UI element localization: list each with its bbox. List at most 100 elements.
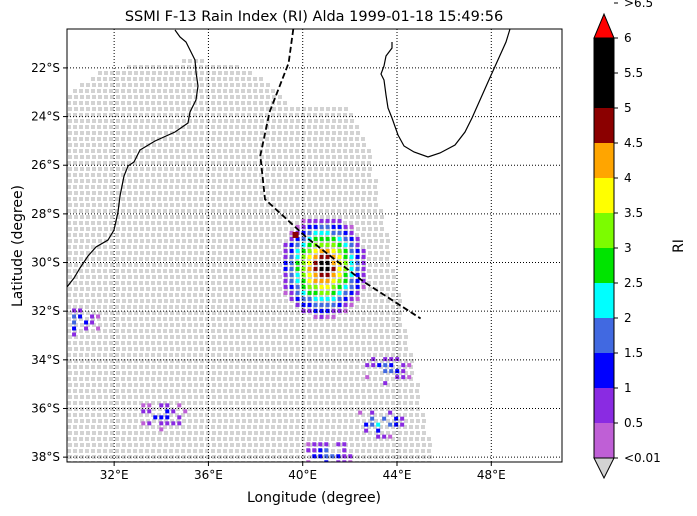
swath-pixel	[230, 131, 234, 135]
swath-pixel	[134, 359, 138, 363]
swath-pixel	[67, 449, 71, 453]
swath-pixel	[157, 365, 161, 369]
swath-pixel	[373, 245, 377, 249]
swath-pixel	[127, 377, 131, 381]
swath-pixel	[128, 299, 132, 303]
rain-pixel	[383, 363, 388, 368]
swath-pixel	[145, 197, 149, 201]
swath-pixel	[145, 233, 149, 237]
coastline	[67, 29, 511, 288]
swath-pixel	[350, 203, 354, 207]
swath-pixel	[223, 197, 227, 201]
swath-pixel	[121, 257, 125, 261]
swath-pixel	[242, 371, 246, 375]
swath-pixel	[109, 305, 113, 309]
swath-pixel	[86, 203, 90, 207]
swath-pixel	[104, 155, 108, 159]
rain-pixel	[337, 230, 342, 235]
swath-pixel	[229, 89, 233, 93]
swath-pixel	[301, 269, 305, 273]
swath-pixel	[170, 335, 174, 339]
rain-pixel-max	[292, 231, 299, 238]
swath-pixel	[97, 329, 101, 333]
swath-pixel	[325, 137, 329, 141]
swath-pixel	[241, 77, 245, 81]
swath-pixel	[344, 179, 348, 183]
swath-pixel	[110, 347, 114, 351]
swath-pixel	[290, 203, 294, 207]
swath-pixel	[176, 191, 180, 195]
swath-pixel	[91, 365, 95, 369]
rain-pixel	[342, 460, 347, 462]
swath-pixel	[182, 263, 186, 267]
swath-pixel	[80, 383, 84, 387]
swath-pixel	[74, 311, 78, 315]
swath-pixel	[272, 311, 276, 315]
swath-pixel	[385, 389, 389, 393]
swath-pixel	[361, 161, 365, 165]
swath-pixel	[223, 401, 227, 405]
x-tick-label: 44°E	[383, 468, 412, 482]
swath-pixel	[79, 293, 83, 297]
swath-pixel	[146, 335, 150, 339]
swath-pixel	[109, 245, 113, 249]
rain-pixel	[348, 454, 353, 459]
swath-pixel	[181, 437, 185, 441]
swath-pixel	[392, 335, 396, 339]
swath-pixel	[332, 431, 336, 435]
swath-pixel	[224, 131, 228, 135]
rain-pixel	[301, 284, 306, 289]
rain-pixel	[312, 448, 317, 453]
swath-pixel	[212, 167, 216, 171]
swath-pixel	[127, 449, 131, 453]
swath-pixel	[115, 245, 119, 249]
swath-pixel	[229, 305, 233, 309]
swath-pixel	[79, 221, 83, 225]
swath-pixel	[133, 305, 137, 309]
swath-pixel	[224, 359, 228, 363]
swath-pixel	[278, 251, 282, 255]
swath-pixel	[193, 293, 197, 297]
swath-pixel	[278, 179, 282, 183]
swath-pixel	[356, 407, 360, 411]
swath-pixel	[85, 173, 89, 177]
rain-pixel	[301, 248, 306, 253]
swath-pixel	[218, 83, 222, 87]
swath-pixel	[127, 101, 131, 105]
swath-pixel	[116, 371, 120, 375]
rain-pixel	[319, 236, 324, 241]
swath-pixel	[122, 263, 126, 267]
swath-pixel	[194, 167, 198, 171]
swath-pixel	[127, 341, 131, 345]
swath-pixel	[140, 359, 144, 363]
swath-pixel	[325, 437, 329, 441]
swath-pixel	[103, 401, 107, 405]
swath-pixel	[127, 209, 131, 213]
swath-pixel	[277, 317, 281, 321]
swath-pixel	[259, 125, 263, 129]
swath-pixel	[98, 287, 102, 291]
swath-pixel	[128, 407, 132, 411]
swath-pixel	[332, 395, 336, 399]
swath-pixel	[115, 401, 119, 405]
swath-pixel	[85, 305, 89, 309]
swath-pixel	[128, 359, 132, 363]
swath-pixel	[122, 371, 126, 375]
swath-pixel	[115, 173, 119, 177]
swath-pixel	[176, 263, 180, 267]
swath-pixel	[361, 185, 365, 189]
y-tick-label: 28°S	[31, 207, 60, 221]
swath-pixel	[272, 251, 276, 255]
rain-pixel	[331, 272, 336, 277]
swath-pixel	[235, 233, 239, 237]
swath-pixel	[368, 239, 372, 243]
swath-pixel	[271, 161, 275, 165]
swath-pixel	[164, 71, 168, 75]
swath-pixel	[115, 137, 119, 141]
swath-pixel	[152, 71, 156, 75]
swath-pixel	[188, 383, 192, 387]
swath-pixel	[211, 449, 215, 453]
swath-pixel	[176, 335, 180, 339]
swath-pixel	[104, 167, 108, 171]
swath-pixel	[128, 311, 132, 315]
